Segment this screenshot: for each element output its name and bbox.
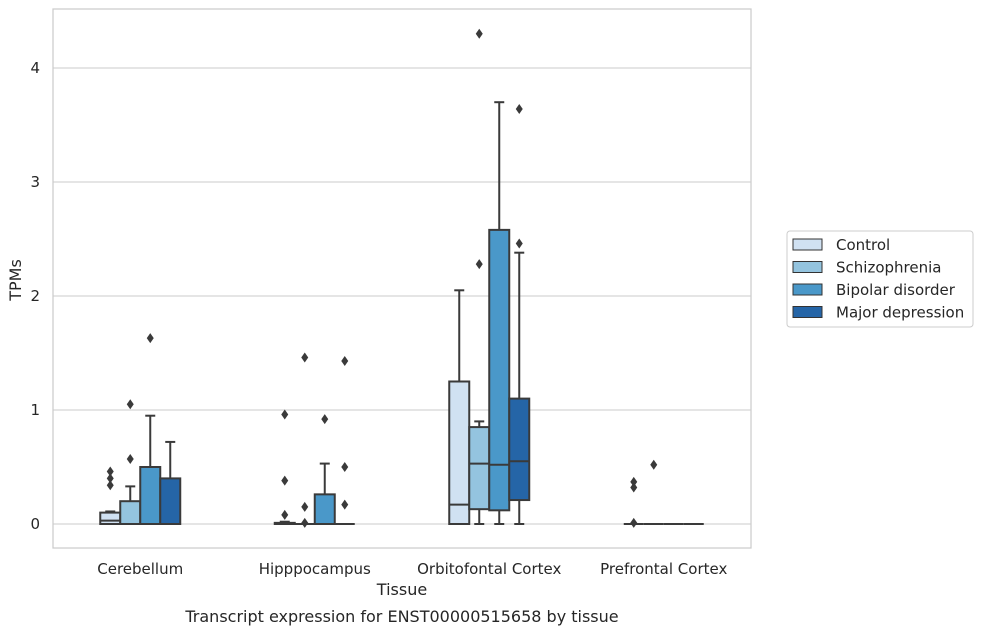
outlier-point <box>126 399 134 410</box>
box-iqr <box>159 477 182 525</box>
series-bipolar-disorder <box>139 101 684 525</box>
box-group <box>448 289 471 525</box>
box-iqr <box>99 511 122 525</box>
plot-area-frame <box>52 8 752 549</box>
box-group <box>139 333 162 525</box>
outlier-point <box>126 454 134 465</box>
outlier-point <box>281 475 289 486</box>
x-tick-label-1: Hipppocampus <box>259 560 371 578</box>
series-schizophrenia <box>119 28 664 528</box>
legend-swatch-1 <box>792 261 823 273</box>
box-group <box>643 459 664 525</box>
box-group <box>334 355 355 525</box>
outlier-point <box>650 459 658 470</box>
series-control <box>99 289 644 528</box>
y-axis-label: TPMs <box>6 259 25 302</box>
series-major-depression <box>159 104 704 525</box>
x-tick-label-0: Cerebellum <box>97 560 183 578</box>
legend-swatch-0 <box>792 238 823 251</box>
y-axis-ticks: 0 1 2 3 4 <box>30 59 40 533</box>
gridlines <box>53 67 751 525</box>
legend-label-0: Control <box>836 236 890 254</box>
legend-frame <box>786 230 974 328</box>
y-tick-label-0: 0 <box>30 515 40 533</box>
outlier-point <box>106 466 114 477</box>
box-series <box>99 28 704 528</box>
chart-caption: Transcript expression for ENST0000051565… <box>184 607 618 626</box>
outlier-point <box>106 473 114 484</box>
legend-swatch-2 <box>792 283 823 296</box>
outlier-point <box>146 333 154 344</box>
box-group <box>119 399 142 526</box>
y-tick-label-4: 4 <box>30 59 40 77</box>
outlier-point <box>341 355 349 366</box>
legend-label-3: Major depression <box>836 304 964 322</box>
outlier-point <box>341 499 349 510</box>
outlier-point <box>475 259 483 270</box>
box-iqr <box>488 228 511 512</box>
outlier-point <box>475 28 483 39</box>
outlier-point <box>630 476 638 487</box>
x-axis-label: Tissue <box>376 580 427 599</box>
box-group <box>294 352 315 528</box>
box-group <box>468 28 491 525</box>
y-tick-label-3: 3 <box>30 173 40 191</box>
x-tick-label-2: Orbitofontal Cortex <box>417 560 561 578</box>
box-iqr <box>313 493 336 525</box>
box-iqr <box>139 466 162 525</box>
box-group <box>159 440 182 525</box>
box-group <box>623 476 644 528</box>
box-iqr <box>119 500 142 526</box>
box-group <box>273 409 296 525</box>
outlier-point <box>630 517 638 528</box>
y-tick-label-1: 1 <box>30 401 40 419</box>
box-group <box>508 104 531 525</box>
x-tick-label-3: Prefrontal Cortex <box>600 560 727 578</box>
outlier-point <box>301 352 309 363</box>
outlier-point <box>301 501 309 512</box>
outlier-point <box>281 509 289 520</box>
box-group <box>99 466 122 525</box>
box-group <box>488 101 511 525</box>
box-group <box>313 414 336 525</box>
legend-label-1: Schizophrenia <box>836 259 941 277</box>
outlier-point <box>321 414 329 425</box>
outlier-point <box>341 462 349 472</box>
outlier-point <box>630 482 638 493</box>
x-axis-ticks: Cerebellum Hipppocampus Orbitofontal Corte… <box>97 560 727 578</box>
outlier-point <box>106 480 114 491</box>
outlier-point <box>515 104 523 115</box>
legend: Control Schizophrenia Bipolar disorder Majo… <box>786 230 974 328</box>
legend-swatch-3 <box>792 306 823 318</box>
y-tick-label-2: 2 <box>30 287 40 305</box>
box-iqr <box>448 380 471 525</box>
outlier-point <box>301 517 309 528</box>
box-iqr <box>508 397 531 502</box>
outlier-point <box>515 238 523 249</box>
legend-label-2: Bipolar disorder <box>836 281 956 299</box>
box-iqr <box>468 426 491 511</box>
outlier-point <box>281 409 289 420</box>
